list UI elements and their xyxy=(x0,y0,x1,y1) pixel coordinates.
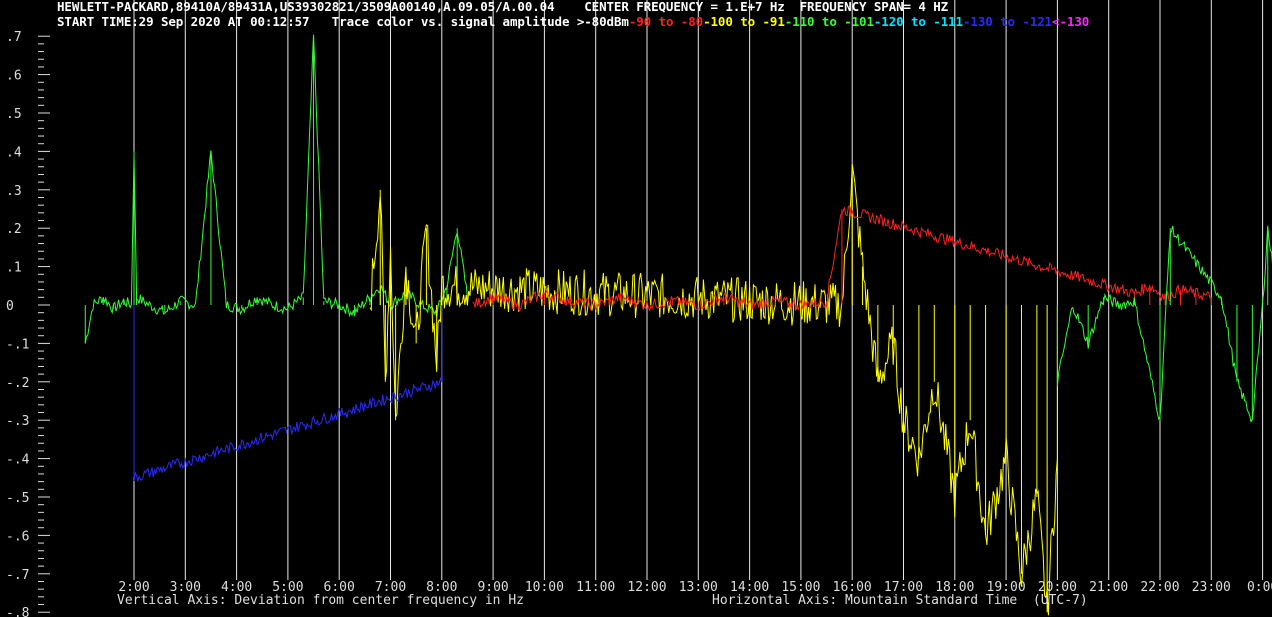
instrument-header: HEWLETT-PACKARD,89410A/89431A,US39302821… xyxy=(0,0,1272,32)
legend-entry: -130 to -121 xyxy=(962,14,1053,29)
x-tick-label: 8:00 xyxy=(426,580,457,595)
trace-series xyxy=(133,376,443,482)
x-tick-label: 23:00 xyxy=(1192,580,1231,595)
y-tick-label: 0 xyxy=(6,299,14,314)
x-tick-label: 13:00 xyxy=(679,580,718,595)
legend-entry: -110 to -101 xyxy=(784,14,874,29)
x-tick-label: 15:00 xyxy=(781,580,820,595)
y-tick-label: .4 xyxy=(6,145,22,160)
header-line-1: HEWLETT-PACKARD,89410A/89431A,US39302821… xyxy=(57,0,948,14)
y-tick-label: .7 xyxy=(6,30,22,45)
x-tick-label: 18:00 xyxy=(935,580,974,595)
legend-title: Trace color vs. signal amplitude xyxy=(331,14,570,29)
y-tick-label: -.1 xyxy=(6,337,29,352)
y-tick-label: -.2 xyxy=(6,376,29,391)
y-tick-label: .2 xyxy=(6,222,22,237)
trace-series xyxy=(369,164,1058,616)
x-tick-label: 21:00 xyxy=(1089,580,1128,595)
y-tick-label: .1 xyxy=(6,261,22,276)
legend-entry: >-80dBm xyxy=(576,14,629,29)
x-tick-label: 16:00 xyxy=(833,580,872,595)
y-tick-label: .5 xyxy=(6,107,22,122)
signal-traces xyxy=(84,34,1272,616)
vertical-axis-caption: Vertical Axis: Deviation from center fre… xyxy=(117,593,524,608)
x-tick-label: 2:00 xyxy=(118,580,149,595)
x-tick-label: 12:00 xyxy=(627,580,666,595)
legend-entry: <-130 xyxy=(1052,14,1090,29)
instrument-id: HEWLETT-PACKARD,89410A/89431A,US39302821… xyxy=(57,0,555,14)
x-tick-label: 10:00 xyxy=(525,580,564,595)
frequency-span: FREQUENCY SPAN= 4 HZ xyxy=(799,0,949,14)
trace-series xyxy=(1056,225,1272,423)
y-tick-label: -.6 xyxy=(6,529,29,544)
legend-entry: -90 to -80 xyxy=(628,14,704,29)
legend-entry: -120 to -111 xyxy=(873,14,963,29)
x-tick-label: 4:00 xyxy=(221,580,252,595)
trace-series xyxy=(84,34,468,344)
x-tick-label: 3:00 xyxy=(170,580,201,595)
start-time: START TIME:29 Sep 2020 AT 00:12:57 xyxy=(57,14,310,29)
y-tick-label: -.3 xyxy=(6,414,29,429)
horizontal-axis-caption: Horizontal Axis: Mountain Standard Time … xyxy=(712,593,1088,608)
y-tick-label: .3 xyxy=(6,184,22,199)
x-tick-label: 5:00 xyxy=(272,580,303,595)
x-axis: 2:00 3:00 4:00 5:00 6:00 7:00 8:00 9:00 10:00 11:… xyxy=(118,580,1272,595)
x-tick-label: 14:00 xyxy=(730,580,769,595)
x-tick-label: 19:00 xyxy=(987,580,1026,595)
amplitude-legend: >-80dBm-90 to -80-100 to -91-110 to -101… xyxy=(576,14,1090,29)
y-tick-label: -.4 xyxy=(6,453,30,468)
y-tick-label: -.5 xyxy=(6,491,29,506)
y-tick-label: -.7 xyxy=(6,568,29,583)
x-tick-label: 9:00 xyxy=(477,580,508,595)
y-tick-label: -.8 xyxy=(6,606,29,617)
x-tick-label: 22:00 xyxy=(1140,580,1179,595)
x-tick-label: 11:00 xyxy=(576,580,615,595)
x-tick-label: 7:00 xyxy=(375,580,406,595)
x-tick-label: 0:00 xyxy=(1247,580,1272,595)
legend-entry: -100 to -91 xyxy=(703,14,785,29)
y-axis: .7 .6 .5 .4 .3 .2 .1 0 -.1 -.2 -.3 -.4 -.5 -.6 -.7 -.8 xyxy=(6,30,50,617)
header-line-2: START TIME:29 Sep 2020 AT 00:12:57 Trace… xyxy=(57,15,1089,29)
y-tick-label: .6 xyxy=(6,69,22,84)
center-frequency: CENTER FREQUENCY = 1.E+7 Hz xyxy=(584,0,785,14)
x-tick-label: 6:00 xyxy=(324,580,355,595)
x-tick-label: 17:00 xyxy=(884,580,923,595)
